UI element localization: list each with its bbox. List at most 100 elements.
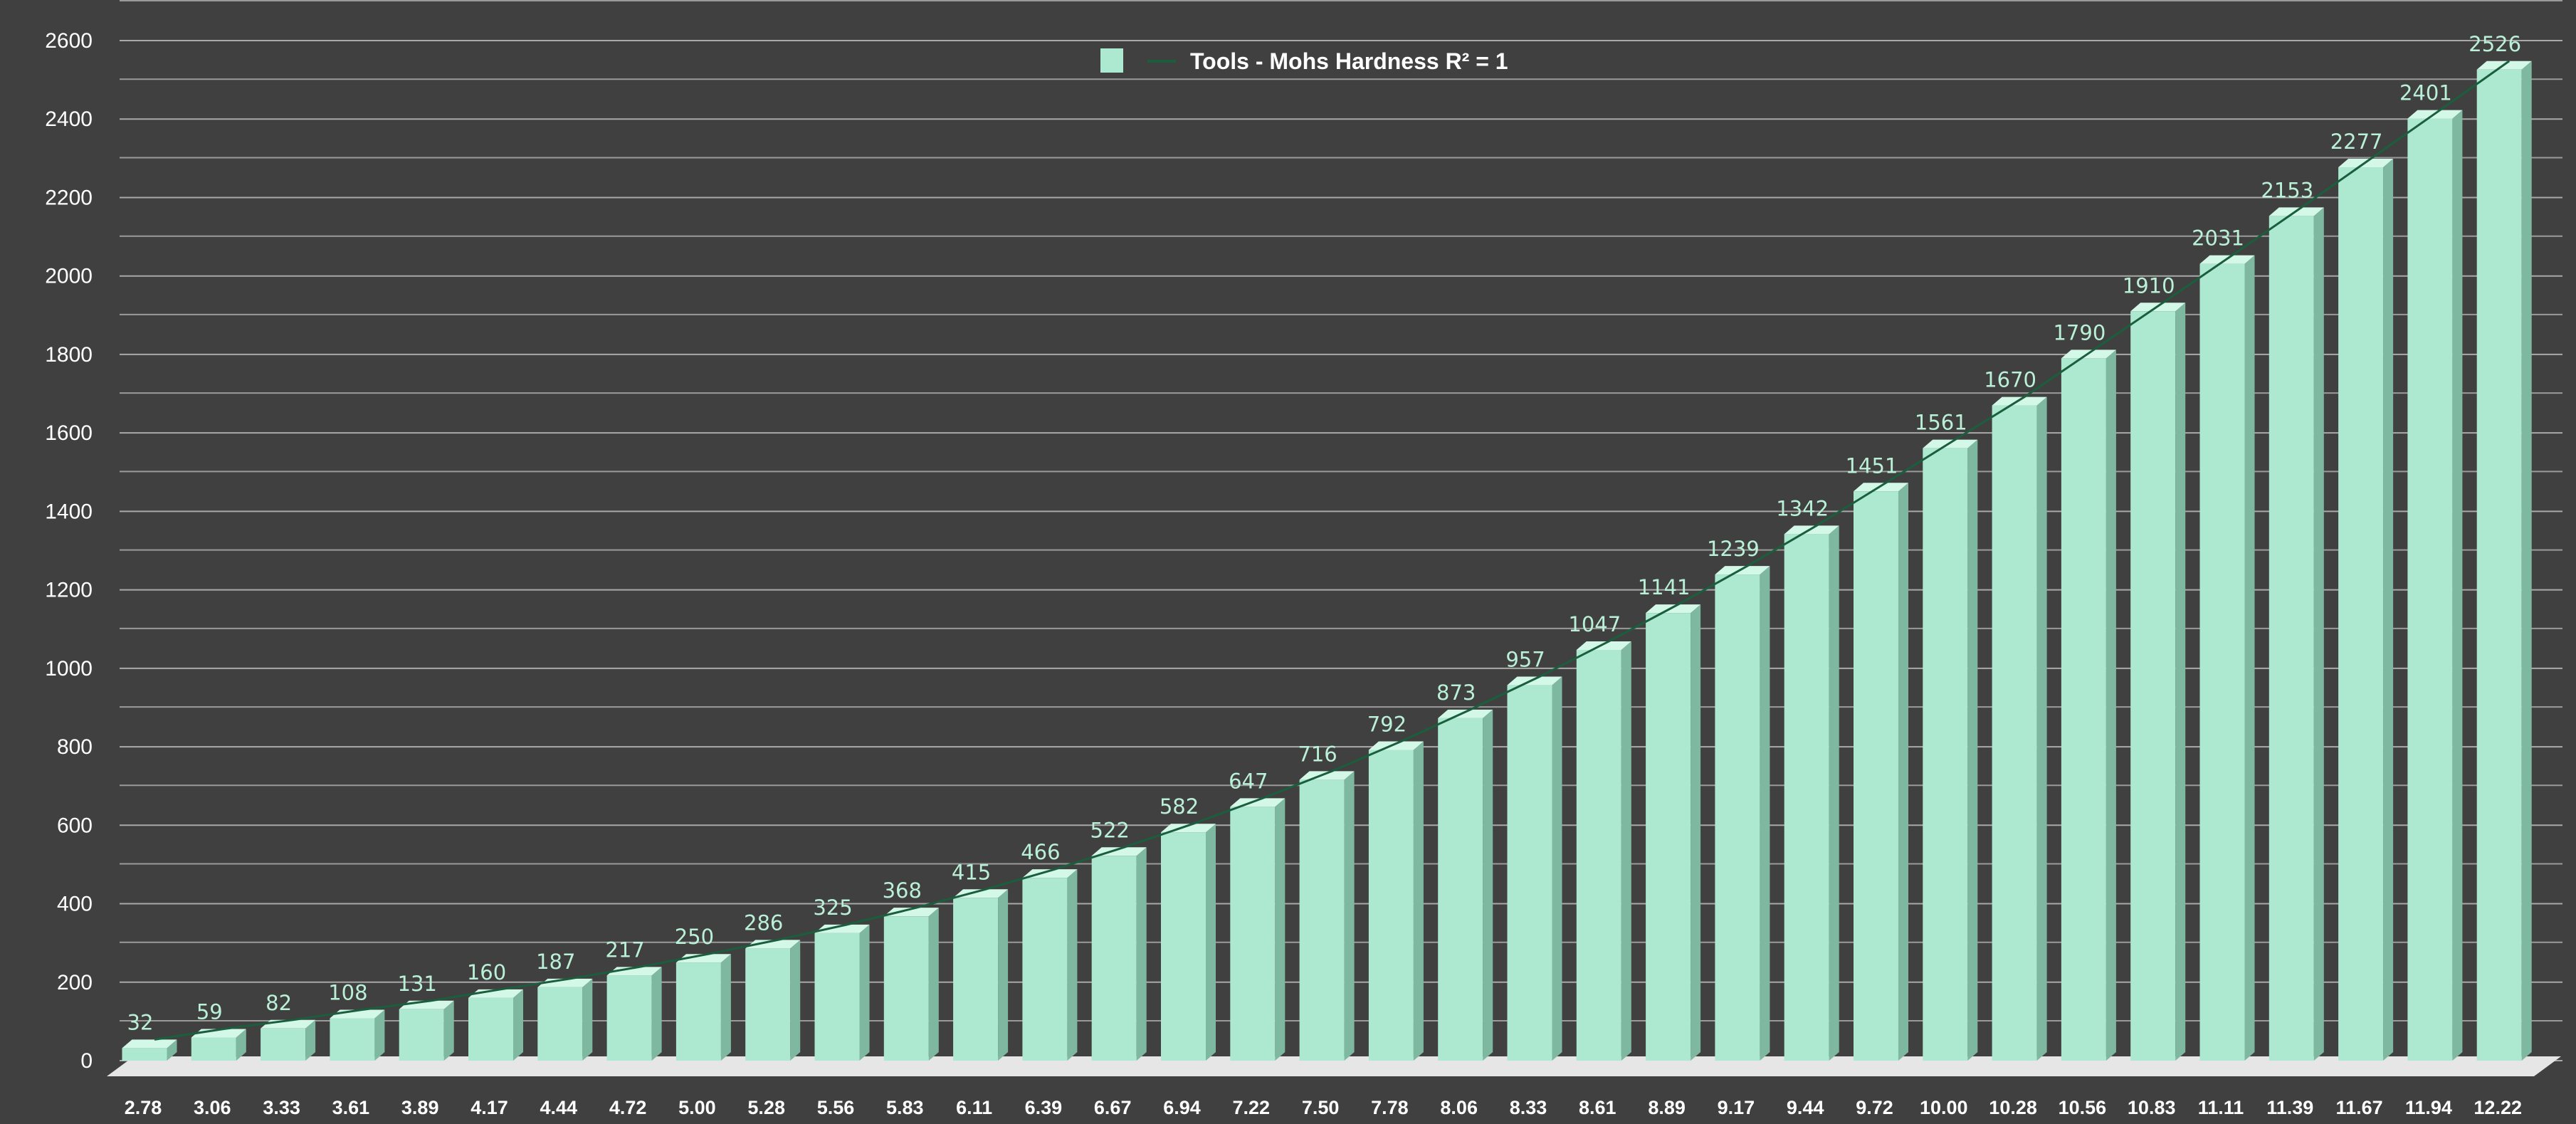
bar [399,1000,454,1061]
x-tick-label: 8.33 [1510,1097,1547,1118]
data-label: 2277 [2330,130,2383,154]
bar [1854,483,1908,1061]
data-label: 522 [1090,818,1130,842]
x-tick-label: 4.17 [470,1097,508,1118]
bar [1923,439,1978,1061]
x-tick-label: 11.39 [2266,1097,2313,1118]
data-label: 466 [1021,840,1060,864]
bar-front [2061,358,2106,1061]
data-label: 131 [398,972,437,996]
x-tick-label: 7.50 [1302,1097,1340,1118]
bar [2061,350,2116,1061]
data-label: 2401 [2399,81,2452,105]
bar-front [1091,856,1137,1061]
bar-side [1413,741,1424,1061]
bar-side [1136,847,1147,1061]
bar-top [675,954,731,963]
bar-side [790,940,801,1061]
data-label: 325 [813,895,852,920]
data-label: 82 [266,991,292,1015]
bar-side [1898,483,1908,1061]
bar-side [1760,566,1770,1061]
bar-front [606,975,652,1061]
bar-side [305,1019,316,1061]
x-axis: 2.78 3.06 3.33 3.61 3.89 4.17 4.44 4.72 5.00 5.28… [125,1097,2522,1118]
x-tick-label: 11.67 [2336,1097,2383,1118]
bar-top [745,940,801,949]
bar-front [399,1009,444,1061]
bar-front [1923,448,1968,1061]
bar [1299,771,1355,1061]
x-tick-label: 7.22 [1233,1097,1271,1118]
x-tick-label: 10.56 [2059,1097,2107,1118]
data-label: 2153 [2261,178,2313,202]
bar-front [1299,779,1345,1061]
bar [2407,110,2463,1061]
bar-front [883,916,929,1061]
bar-front [1507,685,1552,1061]
bar-side [1067,869,1078,1061]
data-label: 286 [744,910,783,935]
bar-side [1829,525,1839,1061]
chart-floor [107,1056,2561,1076]
data-label: 250 [675,925,714,949]
bar-side [513,989,523,1061]
bar [606,967,662,1061]
x-tick-label: 8.06 [1440,1097,1478,1118]
legend-label: Tools - Mohs Hardness R² = 1 [1190,48,1508,74]
data-label: 957 [1505,648,1545,672]
bar-top [122,1039,177,1049]
data-label: 160 [467,960,506,984]
bar-top [1646,604,1701,614]
x-tick-label: 4.72 [609,1097,647,1118]
bar [953,889,1009,1061]
bar [122,1039,177,1061]
bar-front [814,933,860,1061]
bar-front [537,987,583,1061]
bar-front [330,1018,375,1061]
x-tick-label: 12.22 [2474,1097,2522,1118]
bar-top [814,924,870,933]
y-tick-label: 600 [57,814,93,837]
bar-side [2106,350,2116,1061]
data-label: 217 [605,937,644,962]
bar-side [2244,255,2255,1061]
y-tick-label: 400 [57,893,93,916]
data-label: 1239 [1707,537,1760,561]
bar-side [998,889,1009,1061]
data-label: 647 [1229,769,1268,793]
bar-front [2476,69,2522,1061]
x-tick-label: 9.72 [1856,1097,1893,1118]
bar-front [675,962,721,1061]
bar [814,924,870,1061]
bar [330,1009,385,1061]
bar-side [236,1029,246,1061]
y-tick-label: 1600 [45,421,93,445]
bar [537,978,593,1061]
legend: Tools - Mohs Hardness R² = 1 [1100,48,1508,74]
y-tick-label: 1800 [45,343,93,367]
data-label: 2526 [2469,32,2521,56]
bar-side [1621,641,1631,1061]
bar [1784,525,1839,1061]
x-tick-label: 8.61 [1579,1097,1616,1118]
data-label: 1141 [1638,575,1691,599]
x-tick-label: 6.11 [956,1097,992,1118]
y-tick-label: 2000 [45,265,93,288]
x-tick-label: 5.28 [747,1097,785,1118]
bar-side [1206,824,1216,1061]
x-tick-label: 5.83 [886,1097,924,1118]
bar [2476,61,2532,1061]
y-tick-label: 2200 [45,186,93,209]
bar [1368,741,1424,1061]
data-label: 415 [952,860,991,884]
x-tick-label: 11.94 [2405,1097,2452,1118]
y-axis: 0 200 400 600 800 1000 1200 1400 1600 1800 2000 220… [45,29,93,1073]
bar [1576,641,1631,1061]
bar-front [2199,263,2245,1061]
bar [1022,869,1078,1061]
data-label: 368 [883,878,922,903]
bar-top [1368,741,1424,750]
